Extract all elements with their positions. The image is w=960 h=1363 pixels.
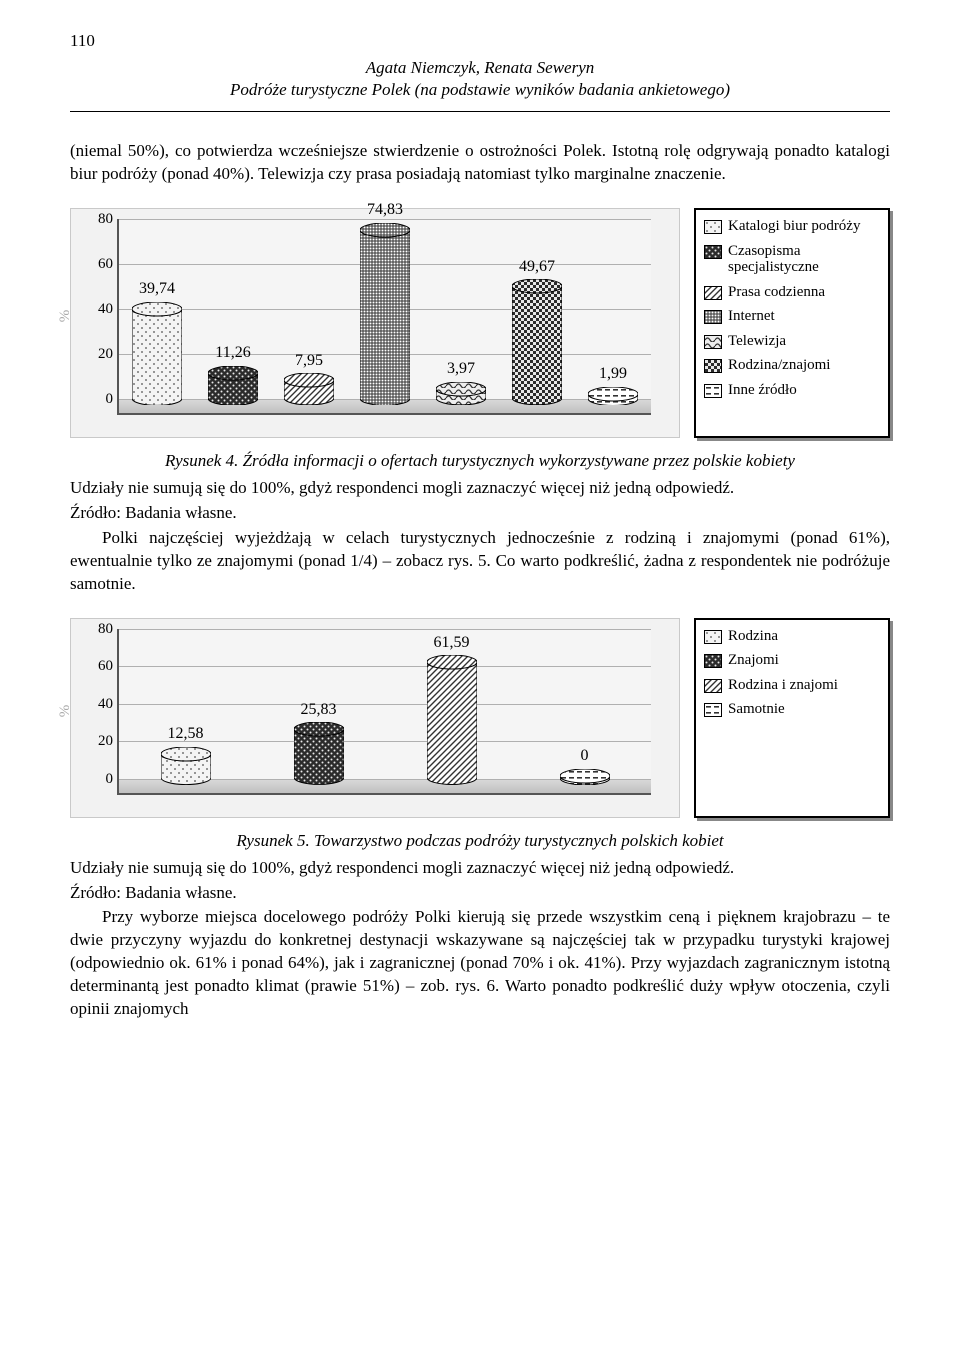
legend-label: Rodzina i znajomi bbox=[728, 677, 838, 694]
legend-swatch bbox=[704, 384, 722, 398]
legend-label: Internet bbox=[728, 308, 775, 325]
bar-value-label: 49,67 bbox=[519, 256, 555, 278]
chart-1-y-title: % bbox=[55, 310, 75, 323]
header-authors: Agata Niemczyk, Renata Seweryn bbox=[70, 57, 890, 79]
figure-4-note-1: Udziały nie sumują się do 100%, gdyż res… bbox=[70, 477, 890, 500]
grid-line bbox=[119, 704, 651, 705]
chart-2: % 02040608012,5825,8361,590 RodzinaZnajo… bbox=[70, 610, 890, 818]
chart-bar: 0 bbox=[560, 745, 610, 785]
y-tick-label: 60 bbox=[79, 254, 113, 274]
legend-swatch bbox=[704, 359, 722, 373]
y-tick-label: 40 bbox=[79, 299, 113, 319]
legend-swatch bbox=[704, 679, 722, 693]
legend-label: Znajomi bbox=[728, 652, 779, 669]
paragraph-3: Przy wyborze miejsca docelowego podróży … bbox=[70, 906, 890, 1021]
figure-4-caption: Rysunek 4. Źródła informacji o ofertach … bbox=[70, 450, 890, 473]
bar-value-label: 74,83 bbox=[367, 199, 403, 221]
legend-swatch bbox=[704, 335, 722, 349]
legend-item: Internet bbox=[704, 308, 880, 325]
chart-bar: 1,99 bbox=[588, 363, 638, 405]
legend-label: Inne źródło bbox=[728, 382, 797, 399]
bar-value-label: 61,59 bbox=[434, 632, 470, 654]
legend-swatch bbox=[704, 654, 722, 668]
legend-label: Katalogi biur podróży bbox=[728, 218, 860, 235]
bar-value-label: 11,26 bbox=[215, 342, 250, 364]
chart-bar: 74,83 bbox=[360, 199, 410, 405]
legend-item: Rodzina/znajomi bbox=[704, 357, 880, 374]
legend-item: Prasa codzienna bbox=[704, 284, 880, 301]
paragraph-1: (niemal 50%), co potwierdza wcześniejsze… bbox=[70, 140, 890, 186]
header-rule bbox=[70, 111, 890, 112]
figure-5-note-1: Udziały nie sumują się do 100%, gdyż res… bbox=[70, 857, 890, 880]
legend-swatch bbox=[704, 630, 722, 644]
legend-swatch bbox=[704, 245, 722, 259]
legend-item: Katalogi biur podróży bbox=[704, 218, 880, 235]
legend-swatch bbox=[704, 703, 722, 717]
legend-swatch bbox=[704, 286, 722, 300]
paragraph-2: Polki najczęściej wyjeżdżają w celach tu… bbox=[70, 527, 890, 596]
legend-item: Inne źródło bbox=[704, 382, 880, 399]
y-tick-label: 80 bbox=[79, 209, 113, 229]
bar-value-label: 3,97 bbox=[447, 358, 475, 380]
chart-1: % 02040608039,7411,267,9574,833,9749,671… bbox=[70, 200, 890, 438]
legend-item: Czasopisma specjalistyczne bbox=[704, 243, 880, 276]
y-tick-label: 0 bbox=[79, 769, 113, 789]
page-number: 110 bbox=[70, 30, 890, 53]
chart-bar: 3,97 bbox=[436, 358, 486, 405]
y-tick-label: 40 bbox=[79, 694, 113, 714]
chart-bar: 11,26 bbox=[208, 342, 258, 405]
chart-1-legend: Katalogi biur podróży Czasopisma specjali… bbox=[694, 208, 890, 438]
chart-2-y-title: % bbox=[55, 704, 75, 717]
chart-bar: 61,59 bbox=[427, 632, 477, 785]
chart-bar: 39,74 bbox=[132, 278, 182, 405]
chart-1-plot: % 02040608039,7411,267,9574,833,9749,671… bbox=[70, 208, 680, 438]
bar-value-label: 39,74 bbox=[139, 278, 175, 300]
legend-item: Rodzina i znajomi bbox=[704, 677, 880, 694]
figure-5-note-2: Źródło: Badania własne. bbox=[70, 882, 890, 905]
legend-label: Rodzina bbox=[728, 628, 778, 645]
chart-2-legend: Rodzina Znajomi Rodzina i znajomi Samotnie bbox=[694, 618, 890, 818]
legend-item: Samotnie bbox=[704, 701, 880, 718]
legend-swatch bbox=[704, 310, 722, 324]
y-tick-label: 80 bbox=[79, 619, 113, 639]
legend-label: Telewizja bbox=[728, 333, 786, 350]
bar-value-label: 7,95 bbox=[295, 350, 323, 372]
figure-5-caption: Rysunek 5. Towarzystwo podczas podróży t… bbox=[70, 830, 890, 853]
bar-value-label: 1,99 bbox=[599, 363, 627, 385]
figure-4-note-2: Źródło: Badania własne. bbox=[70, 502, 890, 525]
header-title: Podróże turystyczne Polek (na podstawie … bbox=[70, 79, 890, 101]
legend-item: Rodzina bbox=[704, 628, 880, 645]
grid-line bbox=[119, 666, 651, 667]
chart-bar: 25,83 bbox=[294, 699, 344, 785]
legend-swatch bbox=[704, 220, 722, 234]
legend-label: Czasopisma specjalistyczne bbox=[728, 243, 880, 276]
legend-item: Telewizja bbox=[704, 333, 880, 350]
bar-value-label: 0 bbox=[581, 745, 589, 767]
grid-line bbox=[119, 629, 651, 630]
chart-bar: 49,67 bbox=[512, 256, 562, 405]
legend-item: Znajomi bbox=[704, 652, 880, 669]
y-tick-label: 60 bbox=[79, 656, 113, 676]
legend-label: Rodzina/znajomi bbox=[728, 357, 830, 374]
y-tick-label: 20 bbox=[79, 344, 113, 364]
chart-bar: 7,95 bbox=[284, 350, 334, 405]
chart-bar: 12,58 bbox=[161, 723, 211, 784]
chart-2-plot: % 02040608012,5825,8361,590 bbox=[70, 618, 680, 818]
y-tick-label: 0 bbox=[79, 389, 113, 409]
y-tick-label: 20 bbox=[79, 731, 113, 751]
legend-label: Prasa codzienna bbox=[728, 284, 825, 301]
bar-value-label: 12,58 bbox=[168, 723, 204, 745]
legend-label: Samotnie bbox=[728, 701, 785, 718]
bar-value-label: 25,83 bbox=[301, 699, 337, 721]
